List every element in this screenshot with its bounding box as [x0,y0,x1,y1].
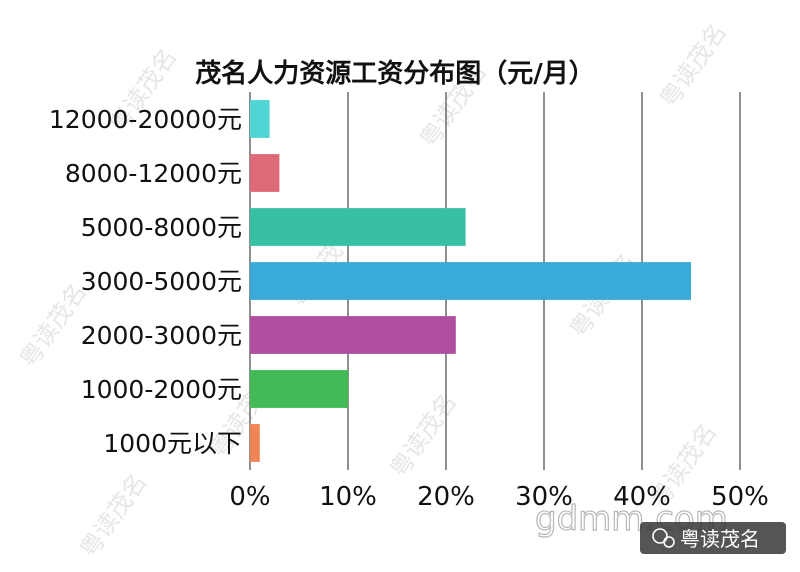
bar [250,154,280,192]
category-label: 12000-20000元 [49,105,242,134]
x-axis-ticks: 0% 10% 20% 30% 40% 50% [229,482,769,512]
watermark-text: 粤读茂名 [384,388,462,483]
category-label: 1000-2000元 [81,375,242,404]
wechat-icon [652,528,675,548]
x-tick-label: 0% [229,482,270,512]
x-tick-label: 40% [613,482,671,512]
watermark-text: 粤读茂名 [654,18,732,113]
bar [250,316,456,354]
bar [250,100,270,138]
category-label: 1000元以下 [103,429,242,458]
bar [250,262,691,300]
category-label: 2000-3000元 [81,321,242,350]
bar [250,424,260,462]
brand-label: 粤读茂名 [680,527,760,551]
x-tick-label: 50% [711,482,769,512]
chart-title: 茂名人力资源工资分布图（元/月） [195,58,595,89]
watermark-text: 粤读茂名 [74,468,152,563]
category-label: 3000-5000元 [81,267,242,296]
bar [250,208,466,246]
brand-badge: 粤读茂名 [640,522,786,554]
bar [250,370,348,408]
category-label: 5000-8000元 [81,213,242,242]
bars [250,100,691,462]
x-tick-label: 20% [417,482,475,512]
category-label: 8000-12000元 [65,159,242,188]
x-tick-label: 10% [319,482,377,512]
category-labels: 12000-20000元 8000-12000元 5000-8000元 3000-50… [49,105,242,458]
x-tick-label: 30% [515,482,573,512]
brand-badge-bg [640,522,786,554]
